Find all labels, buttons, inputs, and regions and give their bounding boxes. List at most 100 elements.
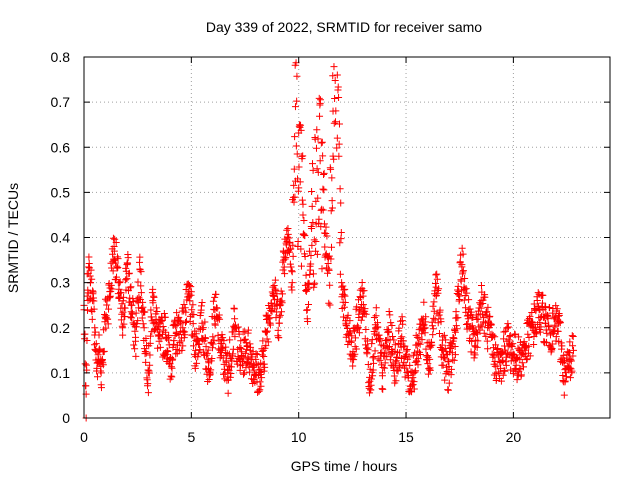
data-point	[114, 263, 122, 271]
data-point	[301, 232, 309, 240]
data-point	[319, 206, 327, 214]
data-point	[187, 283, 195, 291]
data-point	[169, 355, 177, 363]
data-point	[173, 321, 181, 329]
data-point	[209, 344, 217, 352]
y-tick-label: 0.1	[51, 365, 71, 381]
data-point	[331, 118, 339, 126]
axis-ticks: 0 0.1 0.2 0.3 0.4 0.5 0.6 0.7 0.8 0 5 10 15 20	[51, 49, 610, 445]
data-point	[99, 361, 107, 369]
data-point	[95, 331, 103, 339]
data-point	[459, 268, 467, 276]
data-point	[189, 301, 197, 309]
data-point	[418, 336, 426, 344]
data-point	[444, 386, 452, 394]
data-point	[405, 353, 413, 361]
data-point	[233, 360, 241, 368]
data-point	[244, 354, 252, 362]
data-point	[92, 340, 100, 348]
data-point	[113, 273, 121, 281]
data-point	[412, 367, 420, 375]
data-point	[237, 355, 245, 363]
data-point	[89, 297, 97, 305]
data-point	[139, 320, 147, 328]
data-point	[515, 333, 523, 341]
data-point	[88, 275, 96, 283]
data-point	[177, 320, 185, 328]
data-point	[558, 342, 566, 350]
data-point	[146, 361, 154, 369]
data-point	[241, 328, 249, 336]
data-point	[364, 346, 372, 354]
data-point	[484, 303, 492, 311]
data-point	[112, 259, 120, 267]
data-point	[132, 352, 140, 360]
data-point	[226, 373, 234, 381]
data-point	[461, 285, 469, 293]
data-point	[305, 300, 313, 308]
data-point	[82, 382, 90, 390]
data-point	[160, 309, 168, 317]
data-point	[372, 304, 380, 312]
data-point	[366, 389, 374, 397]
data-point	[569, 352, 577, 360]
data-point	[205, 375, 213, 383]
data-point	[109, 267, 117, 275]
data-point	[242, 364, 250, 372]
data-point	[239, 370, 247, 378]
data-point	[118, 300, 126, 308]
data-point	[167, 363, 175, 371]
data-point	[168, 373, 176, 381]
data-point	[385, 307, 393, 315]
data-point	[172, 328, 180, 336]
data-point	[501, 327, 509, 335]
data-point	[95, 346, 103, 354]
data-point	[164, 348, 172, 356]
data-point	[395, 324, 403, 332]
data-point	[236, 344, 244, 352]
data-point	[570, 346, 578, 354]
data-point	[437, 318, 445, 326]
data-point	[119, 331, 127, 339]
data-point	[274, 326, 282, 334]
data-point	[134, 317, 142, 325]
data-point	[326, 281, 334, 289]
data-point	[290, 181, 298, 189]
data-point	[425, 365, 433, 373]
data-point	[502, 358, 510, 366]
data-point	[307, 252, 315, 260]
data-point	[255, 387, 263, 395]
data-point	[552, 333, 560, 341]
data-point	[162, 328, 170, 336]
data-point	[372, 312, 380, 320]
data-point	[462, 320, 470, 328]
data-point	[126, 284, 134, 292]
data-point	[372, 324, 380, 332]
data-point	[318, 205, 326, 213]
data-point	[529, 324, 537, 332]
data-point	[459, 250, 467, 258]
data-point	[152, 304, 160, 312]
data-point	[560, 391, 568, 399]
data-point	[432, 271, 440, 279]
data-point	[569, 333, 577, 341]
data-point	[566, 338, 574, 346]
data-point	[286, 260, 294, 268]
data-point	[473, 316, 481, 324]
data-point	[555, 311, 563, 319]
data-point	[312, 144, 320, 152]
data-point	[386, 311, 394, 319]
data-point	[419, 315, 427, 323]
data-point	[284, 224, 292, 232]
data-point	[358, 278, 366, 286]
data-point	[144, 389, 152, 397]
data-point	[447, 343, 455, 351]
data-point	[189, 331, 197, 339]
data-point	[316, 96, 324, 104]
data-point	[243, 345, 251, 353]
data-point	[296, 178, 304, 186]
data-point	[285, 248, 293, 256]
data-point	[464, 320, 472, 328]
data-point	[441, 376, 449, 384]
data-point	[121, 276, 129, 284]
